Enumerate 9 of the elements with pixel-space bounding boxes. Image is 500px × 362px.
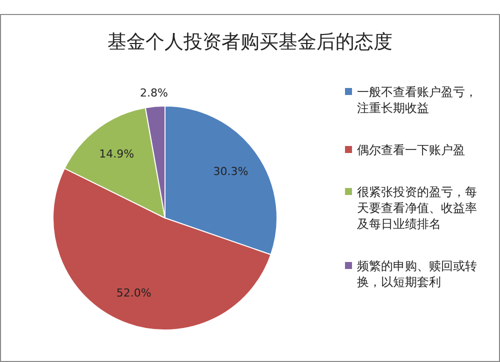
legend-label: 很紧张投资的盈亏，每天要查看净值、收益率及每日业绩排名: [357, 185, 477, 231]
data-label: 30.3%: [213, 165, 248, 178]
data-label: 52.0%: [116, 286, 152, 300]
legend-label: 偶尔查看一下账户盈: [357, 143, 465, 157]
data-label: 2.8%: [140, 86, 168, 100]
legend-label: 频繁的申购、赎回或转换，以短期套利: [357, 259, 477, 289]
chart-title: 基金个人投资者购买基金后的态度: [108, 31, 392, 53]
legend-label: 一般不查看账户盈亏，注重长期收益: [357, 85, 477, 115]
data-label: 14.9%: [99, 148, 134, 161]
